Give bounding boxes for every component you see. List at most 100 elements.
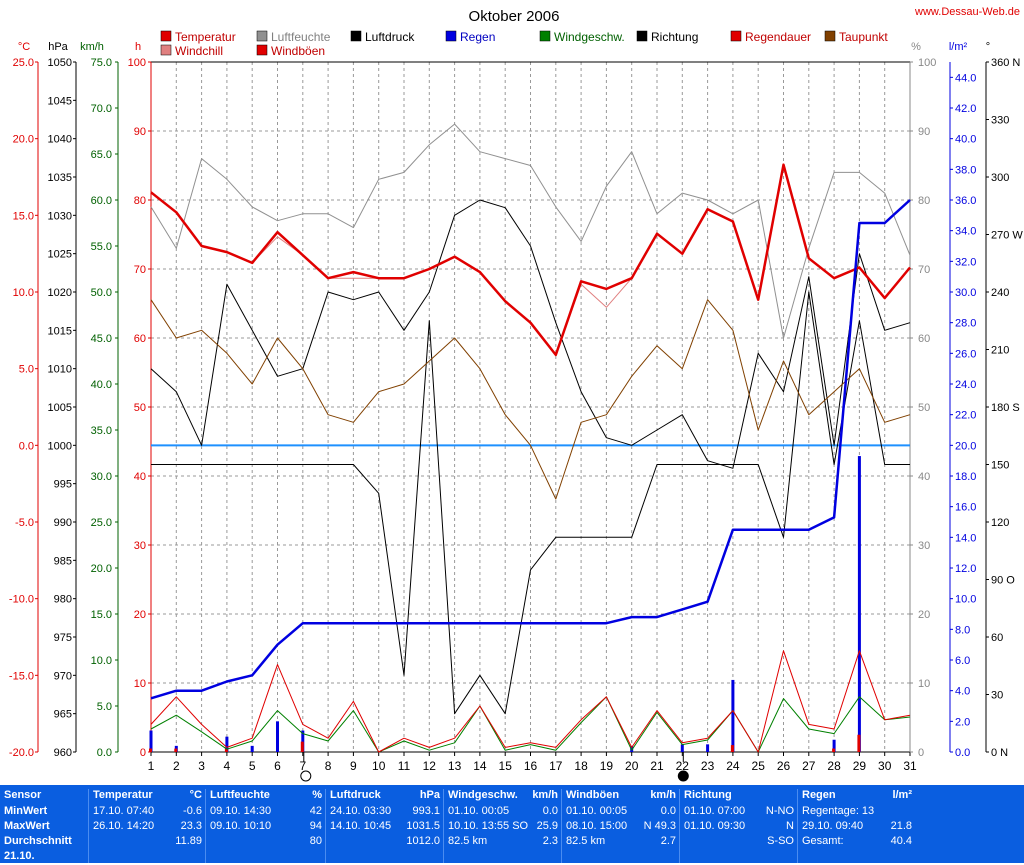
stats-cell-row: Gesamt: 40.4 xyxy=(798,835,916,850)
stats-cell-time: 10.10. 13:55 SO xyxy=(448,820,529,832)
x-tick-label: 4 xyxy=(224,759,231,773)
rain_dur-tick-label: 80 xyxy=(134,195,146,207)
stats-cell-value: -0.6 xyxy=(183,805,202,817)
daily-rain-bar xyxy=(857,456,861,752)
stats-cell-value: 2.7 xyxy=(660,835,676,847)
rain_dur-tick-label: 50 xyxy=(134,402,146,414)
legend-label: Taupunkt xyxy=(839,30,888,44)
stats-cell-time: 01.10. 00:05 xyxy=(566,805,628,817)
grid xyxy=(151,62,910,752)
pressure-tick-label: 995 xyxy=(54,479,72,491)
pressure-tick-label: 1020 xyxy=(48,287,72,299)
stats-cell-value: S-SO xyxy=(767,835,794,847)
humidity-tick-label: 60 xyxy=(918,333,930,345)
stats-cell-row: 01.10. 00:05 0.0 xyxy=(444,805,562,820)
wind-tick-label: 20.0 xyxy=(91,563,112,575)
daily-rain-bar xyxy=(832,739,836,752)
new-moon-icon xyxy=(677,770,689,782)
legend-swatch xyxy=(636,30,648,42)
daily-rain-bar xyxy=(250,745,254,752)
rain-tick-label: 26.0 xyxy=(955,348,976,360)
direction-tick-label: 270 W xyxy=(991,230,1023,242)
x-tick-label: 1 xyxy=(148,759,155,773)
chart-title: Oktober 2006 xyxy=(469,8,560,25)
rain-tick-label: 44.0 xyxy=(955,72,976,84)
x-tick-label: 16 xyxy=(524,759,538,773)
x-tick-label: 26 xyxy=(777,759,791,773)
stats-column: Regen l/m² Regentage: 13 29.10. 09:40 21.8 Ge… xyxy=(797,789,916,863)
legend-label: Windchill xyxy=(175,44,223,58)
rain-tick-label: 36.0 xyxy=(955,195,976,207)
x-tick-label: 28 xyxy=(827,759,841,773)
direction-tick-label: 210 xyxy=(991,345,1009,357)
direction-tick-label: 90 O xyxy=(991,575,1015,587)
temp-tick-label: 0.0 xyxy=(19,440,34,452)
rain-tick-label: 2.0 xyxy=(955,716,970,728)
stats-column-header: Temperatur xyxy=(93,789,153,801)
legend-label: Regen xyxy=(460,30,495,44)
x-tick-label: 30 xyxy=(878,759,892,773)
humidity-tick-label: 70 xyxy=(918,264,930,276)
stats-cell-value: 40.4 xyxy=(890,835,912,847)
rain-tick-label: 12.0 xyxy=(955,563,976,575)
stats-cell-value: 80 xyxy=(309,835,322,847)
stats-column: Windböen km/h 01.10. 00:05 0.0 08.10. 15:00 N… xyxy=(561,789,680,863)
rain-duration-bar xyxy=(730,745,734,752)
stats-column-header: Luftdruck xyxy=(330,789,381,801)
series-marks xyxy=(149,123,911,753)
stats-cell-row: 01.10. 09:30 N xyxy=(680,820,798,835)
daily-rain-bar xyxy=(630,745,634,752)
rain_dur-tick-label: 0 xyxy=(140,747,146,759)
legend-swatch xyxy=(350,30,362,42)
rain-tick-label: 18.0 xyxy=(955,471,976,483)
x-tick-label: 11 xyxy=(398,759,411,773)
stats-cell-value: 23.3 xyxy=(180,820,202,832)
stats-panel: www.Dessau-Web.de Sensor MinWert MaxWert Du… xyxy=(0,6,1024,863)
series-line-windben xyxy=(150,650,911,753)
temp-tick-label: 10.0 xyxy=(13,287,34,299)
direction-unit-label: ° xyxy=(986,41,990,53)
temp-tick-label: 5.0 xyxy=(19,364,34,376)
stats-column: Temperatur °C 17.10. 07:40 -0.6 26.10. 14:20… xyxy=(88,789,206,863)
legend-label: Luftfeuchte xyxy=(271,30,331,44)
stats-cell-row: 82.5 km 2.3 xyxy=(444,835,562,850)
wind-tick-label: 60.0 xyxy=(91,195,112,207)
stats-cell-value: 21.8 xyxy=(890,820,912,832)
stats-cell-row: 01.10. 07:00 N-NO xyxy=(680,805,798,820)
rain-tick-label: 6.0 xyxy=(955,655,970,667)
wind-tick-label: 65.0 xyxy=(91,149,112,161)
legend-swatch xyxy=(256,30,268,42)
stats-column: Richtung 01.10. 07:00 N-NO 01.10. 09:30 N S-S… xyxy=(679,789,798,863)
humidity-tick-label: 80 xyxy=(918,195,930,207)
rain-duration-bar xyxy=(224,748,228,752)
stats-cell-value: 1031.5 xyxy=(406,820,440,832)
stats-cell-time: 09.10. 14:30 xyxy=(210,805,272,817)
legend-swatch xyxy=(256,44,268,56)
wind-tick-label: 15.0 xyxy=(91,609,112,621)
credit-link[interactable]: www.Dessau-Web.de xyxy=(915,6,1020,18)
stats-column-header: Regen xyxy=(802,789,836,801)
x-tick-label: 18 xyxy=(574,759,588,773)
wind-tick-label: 0.0 xyxy=(97,747,112,759)
temp-tick-label: 20.0 xyxy=(13,134,34,146)
stats-cell-value: 0.0 xyxy=(660,805,676,817)
stats-cell-row: 09.10. 14:30 42 xyxy=(206,805,326,820)
legend-label: Regendauer xyxy=(745,30,811,44)
stats-cell-time: 29.10. 09:40 xyxy=(802,820,864,832)
pressure-tick-label: 965 xyxy=(54,709,72,721)
rain-tick-label: 24.0 xyxy=(955,379,976,391)
humidity-tick-label: 90 xyxy=(918,126,930,138)
stats-cell-row: 80 xyxy=(206,835,326,850)
stats-cell-time: 14.10. 10:45 xyxy=(330,820,392,832)
rain_dur-unit-label: h xyxy=(135,41,141,53)
series-line-richtung xyxy=(151,291,910,715)
rain-tick-label: 10.0 xyxy=(955,594,976,606)
humidity-tick-label: 0 xyxy=(918,747,924,759)
stats-cell-time: 82.5 km xyxy=(448,835,488,847)
legend-label: Temperatur xyxy=(175,30,236,44)
stats-row-labels: Sensor MinWert MaxWert Durchschnitt 21.10. xyxy=(4,789,88,863)
daily-rain-bar xyxy=(301,730,305,752)
x-tick-label: 7 xyxy=(299,759,306,773)
legend-swatch xyxy=(730,30,742,42)
pressure-tick-label: 960 xyxy=(54,747,72,759)
